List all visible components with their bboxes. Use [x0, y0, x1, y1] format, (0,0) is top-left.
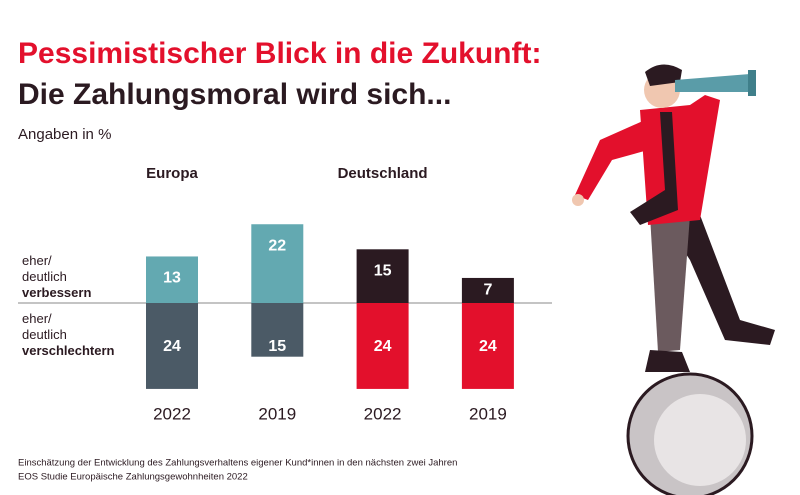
bar [356, 249, 409, 303]
unit-note: Angaben in % [18, 126, 111, 143]
value-label: 24 [479, 338, 497, 355]
chart-title: Pessimistischer Blick in die Zukunft: [18, 37, 541, 70]
bar [251, 303, 304, 357]
value-label: 22 [268, 237, 286, 254]
illustration [572, 64, 775, 495]
value-label: 13 [163, 270, 181, 287]
value-label: 24 [374, 338, 392, 355]
x-tick-label: 2022 [153, 404, 191, 423]
footnote: Einschätzung der Entwicklung des Zahlung… [18, 458, 457, 469]
bar [356, 303, 409, 389]
legend-word: deutlich [22, 327, 67, 342]
legend-word: verbessern [22, 285, 91, 300]
x-tick-label: 2019 [258, 404, 296, 423]
group-label: Deutschland [338, 165, 428, 182]
bar [146, 303, 198, 389]
x-tick-label: 2022 [364, 404, 402, 423]
value-label: 15 [268, 338, 286, 355]
legend-label: eher/deutlich verschlechtern [22, 311, 115, 358]
value-label: 15 [374, 263, 392, 280]
bar [461, 303, 514, 389]
legend-word: deutlich [22, 269, 67, 284]
value-label: 24 [163, 338, 181, 355]
legend-word: verschlechtern [22, 343, 115, 358]
bar [251, 224, 304, 303]
legend-word: eher/ [22, 253, 52, 268]
x-tick-label: 2019 [469, 404, 507, 423]
footnote: EOS Studie Europäische Zahlungsgewohnhei… [18, 472, 248, 483]
bar [461, 277, 514, 303]
chart-subtitle: Die Zahlungsmoral wird sich... [18, 78, 451, 111]
legend-label: eher/deutlich verbessern [22, 253, 91, 300]
value-label: 7 [483, 282, 492, 299]
group-label: Europa [146, 165, 198, 182]
bar [146, 256, 198, 303]
legend-word: eher/ [22, 311, 52, 326]
